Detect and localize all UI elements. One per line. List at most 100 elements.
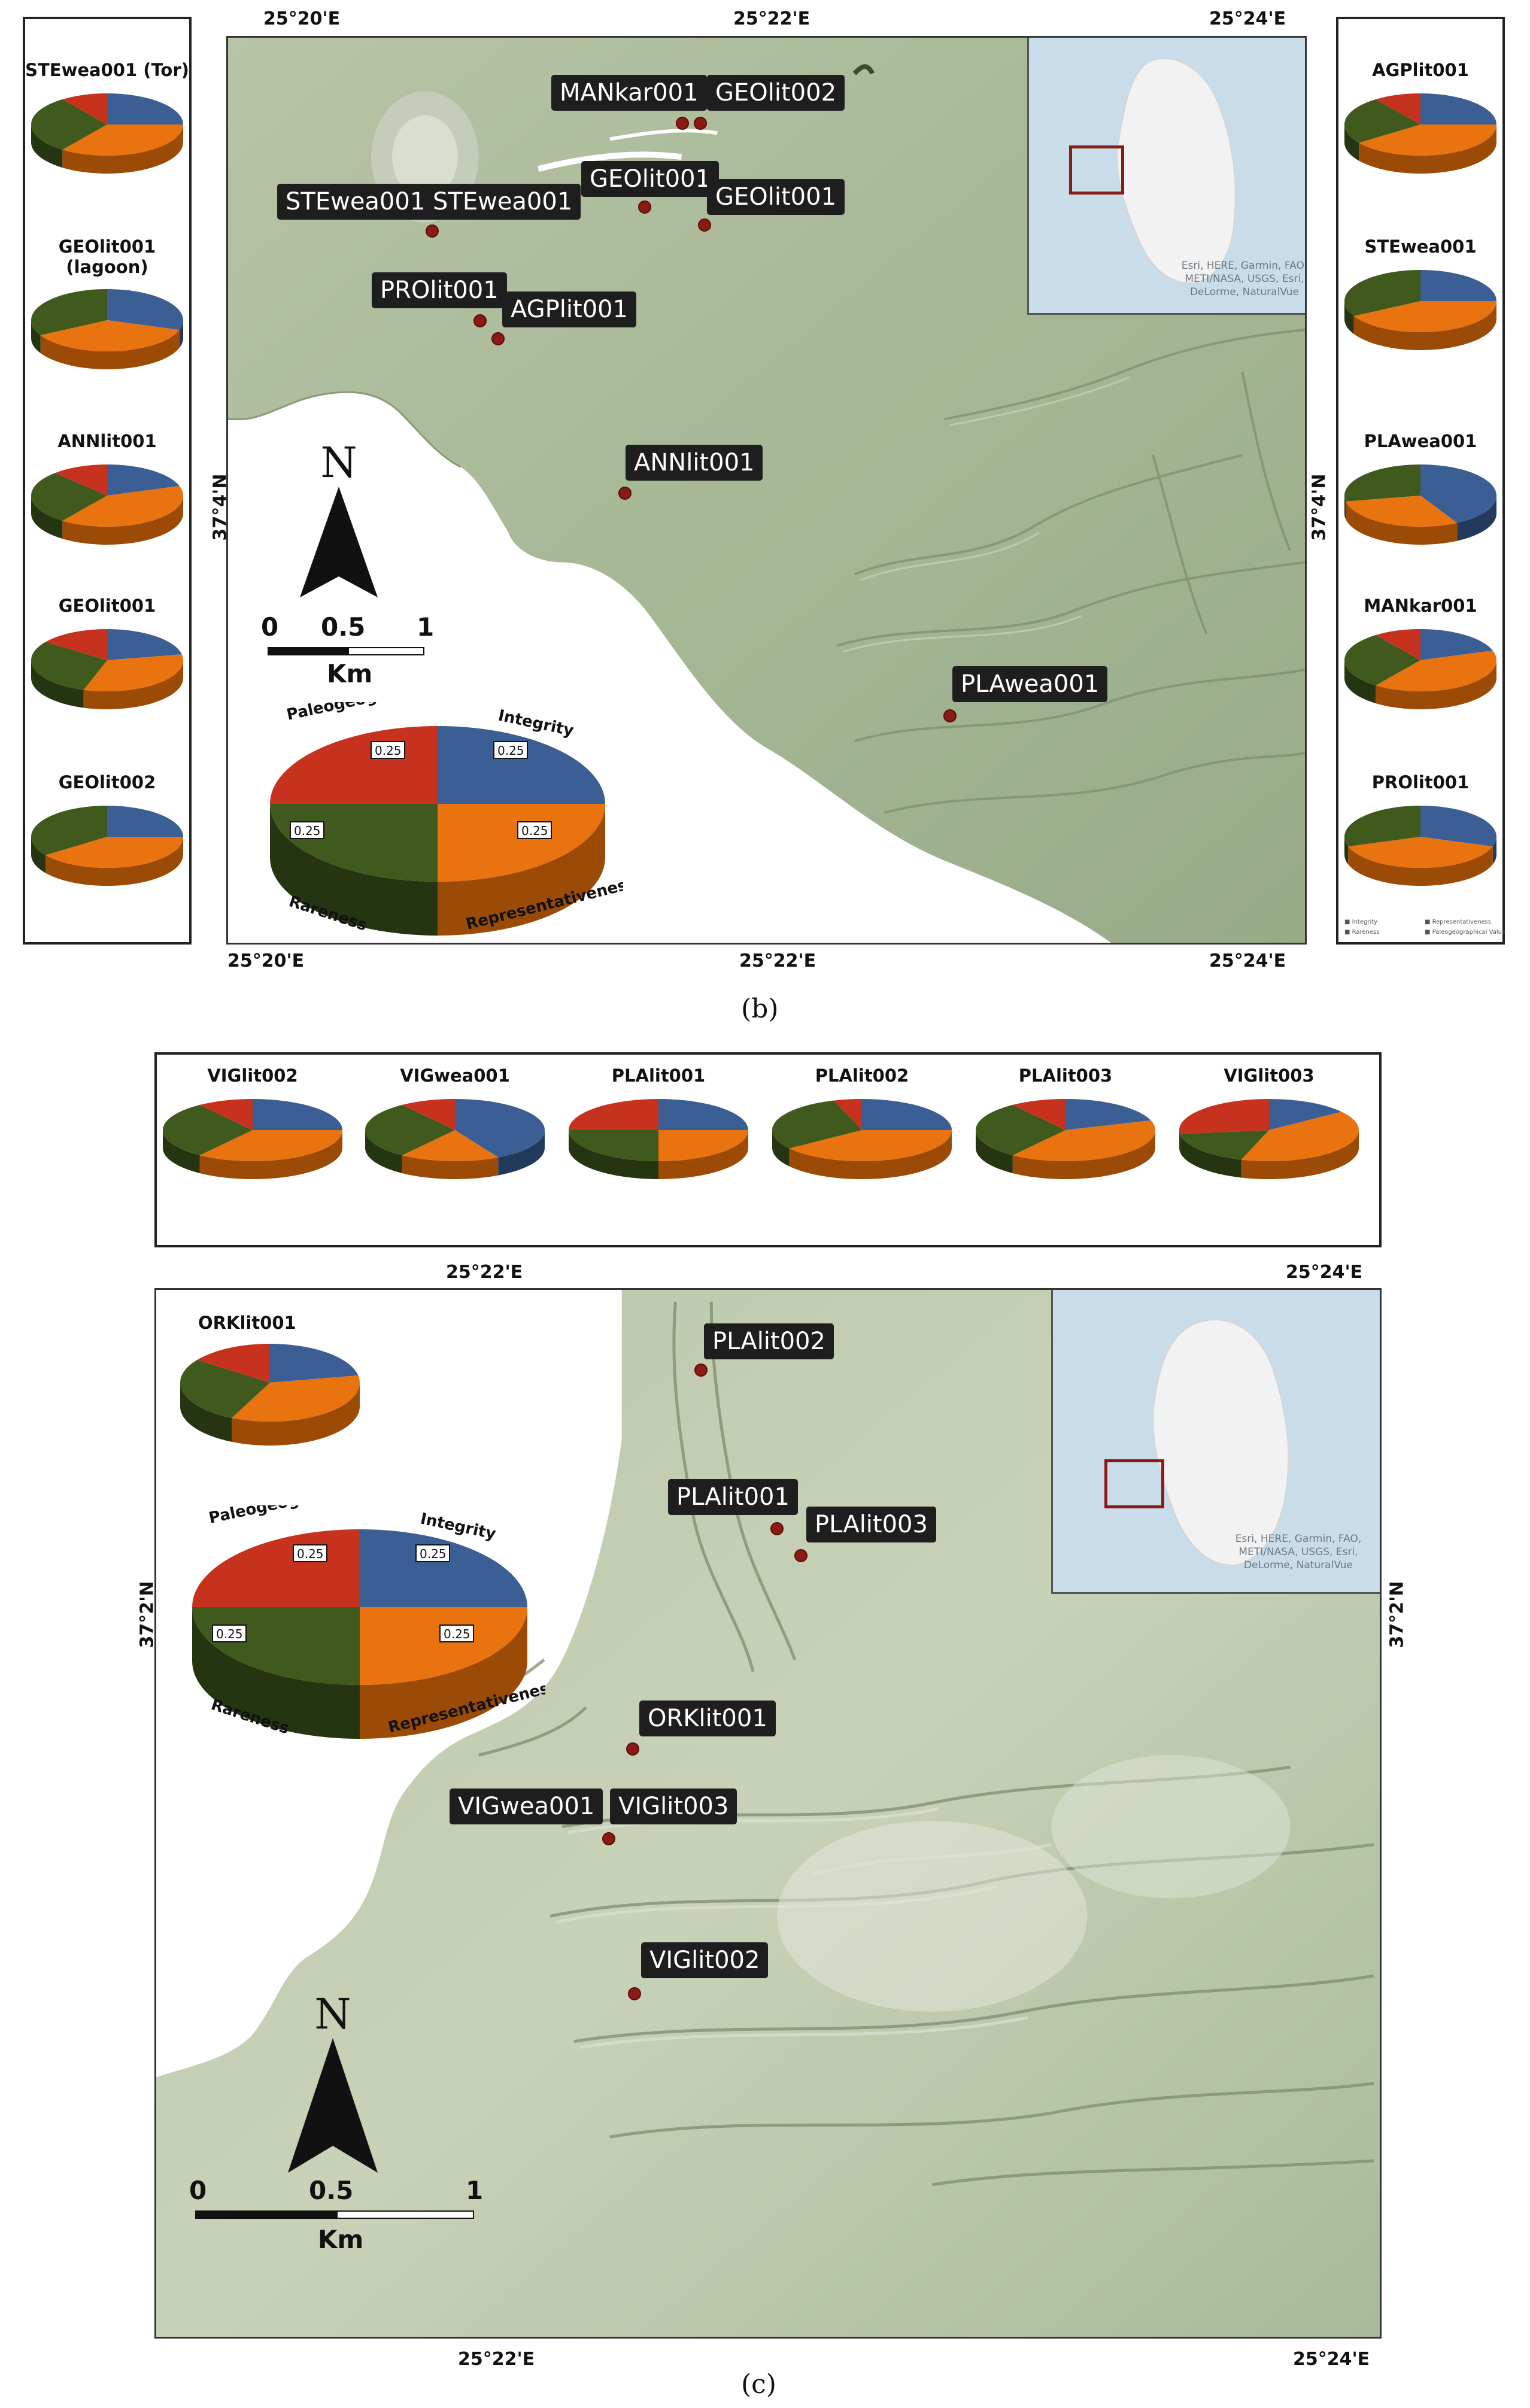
inset-locator-map: Esri, HERE, Garmin, FAO, METI/NASA, USGS…	[1051, 1290, 1380, 1594]
pie-title: ANNlit001	[57, 431, 157, 451]
map-panel-b: Esri, HERE, Garmin, FAO, METI/NASA, USGS…	[226, 36, 1307, 945]
coord-label: 37°4'N	[210, 473, 231, 541]
pie-side	[1353, 301, 1496, 350]
pie-side	[45, 837, 183, 886]
site-label: PLAlit002	[704, 1323, 834, 1359]
site-label: GEOlit001	[707, 179, 845, 215]
pie-slice	[107, 289, 183, 330]
pie-slice	[199, 1099, 253, 1130]
pie-side	[365, 1130, 402, 1174]
pie-slice	[1344, 270, 1420, 317]
pie-side	[1012, 1130, 1155, 1179]
pie-slice	[1179, 1099, 1269, 1134]
north-letter: N	[320, 438, 357, 487]
legend-label-paleo: Paleogeographical value	[207, 1505, 421, 1528]
pie-slice	[834, 1099, 862, 1130]
site-label: VIGwea001	[450, 1788, 603, 1824]
pie-slice	[658, 1130, 748, 1161]
coord-label: 25°24'E	[1209, 951, 1286, 971]
pie-slice	[402, 1130, 499, 1161]
pie-title: PROlit001	[1371, 772, 1470, 792]
legend-value: 0.25	[420, 1547, 447, 1561]
pie-slice	[199, 1130, 342, 1161]
pie-side	[199, 1130, 342, 1179]
pie-slice	[31, 289, 108, 336]
scale-one: 1	[417, 612, 435, 642]
legend-value-box	[493, 741, 528, 759]
pie-side	[31, 660, 84, 708]
site-dot-stewea001	[426, 224, 439, 238]
legend-value-box	[415, 1544, 450, 1562]
pie-slice	[789, 1130, 952, 1161]
legend-value: 0.25	[444, 1627, 470, 1641]
pie-slice	[438, 726, 605, 804]
pie-side	[438, 804, 605, 936]
coord-label: 25°22'E	[446, 1262, 523, 1283]
scale-segment-black	[195, 2210, 338, 2219]
site-dot-agplit001	[491, 332, 505, 345]
pie-side	[31, 320, 41, 354]
pie-slice	[270, 726, 438, 804]
pie-chart-orklit001	[180, 1344, 360, 1446]
legend-value: 0.25	[216, 1627, 243, 1641]
coord-label: 25°22'E	[733, 8, 810, 29]
pie-chart	[772, 1099, 952, 1179]
pie-side	[1344, 125, 1359, 161]
pie-title: ORKlit001	[198, 1313, 296, 1333]
north-arrow: N	[294, 439, 384, 603]
pie-side	[1457, 496, 1496, 541]
pie-title: VIGlit002	[207, 1065, 298, 1086]
pie-side	[976, 1130, 1013, 1174]
pie-chart	[31, 629, 183, 709]
pie-slice	[360, 1529, 527, 1607]
site-label: STEwea001	[277, 184, 434, 220]
pie-side	[1344, 301, 1354, 335]
site-dot-geolit001-b	[698, 218, 711, 232]
site-label: PLAlit001	[668, 1479, 798, 1515]
pie-side	[1359, 125, 1496, 174]
pie-title: STEwea001	[1364, 236, 1477, 257]
caption-c: (c)	[741, 2369, 776, 2400]
site-label: AGPlit001	[502, 291, 637, 327]
site-label: ANNlit001	[626, 445, 763, 481]
pie-title: PLAlit002	[815, 1065, 909, 1086]
pie-slice	[1376, 650, 1496, 691]
pie-side	[232, 1383, 360, 1446]
pie-slice	[1348, 837, 1493, 868]
legend-value: 0.25	[297, 1547, 324, 1561]
pie-side	[1241, 1130, 1359, 1179]
pie-side	[1344, 496, 1346, 520]
pie-slice	[1420, 93, 1496, 125]
scale-half: 0.5	[321, 612, 366, 642]
pie-slice	[1346, 496, 1458, 527]
pie-side	[40, 330, 180, 369]
pie-slice	[253, 1099, 342, 1130]
pie-side	[31, 837, 46, 873]
legend-label-paleo: Paleogeographical value	[285, 702, 499, 724]
pie-slice	[1420, 629, 1493, 660]
pie-title: PLAwea001	[1364, 431, 1477, 451]
pie-slice	[569, 1099, 658, 1130]
pie-side	[1492, 837, 1496, 865]
pie-side	[180, 1383, 232, 1442]
pie-side	[772, 1130, 790, 1167]
pie-slice	[1376, 93, 1420, 125]
site-dot-plalit001	[770, 1522, 784, 1535]
pie-slice	[107, 806, 183, 837]
pie-slice	[1420, 806, 1496, 847]
pie-slice	[107, 629, 182, 660]
pie-chart	[31, 464, 183, 545]
pie-chart	[31, 93, 183, 174]
pie-side	[1348, 846, 1493, 886]
pie-slice	[83, 654, 183, 691]
pie-slice	[197, 1344, 270, 1383]
pie-slice	[107, 93, 183, 125]
scale-segment-white	[336, 2210, 474, 2219]
pie-slice	[31, 642, 108, 690]
caption-b: (b)	[741, 994, 779, 1024]
pie-slice	[31, 806, 108, 855]
pie-slice	[1065, 1099, 1151, 1130]
scale-segment-black	[268, 647, 349, 655]
legend-value: 0.25	[294, 824, 321, 838]
pie-slice	[1241, 1112, 1359, 1161]
